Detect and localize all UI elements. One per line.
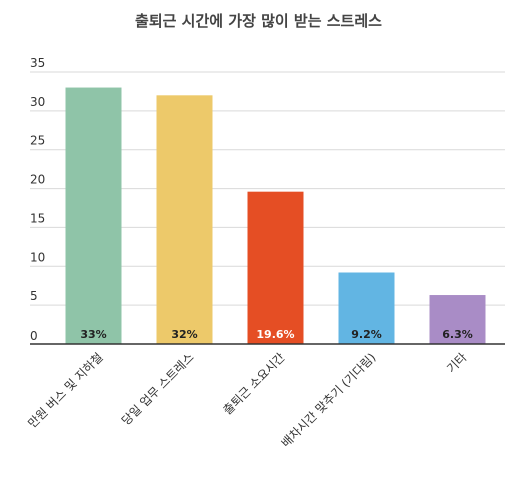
data-labels: 33% 32% 19.6% 9.2% 6.3% (80, 328, 472, 341)
bar-3 (247, 191, 304, 344)
chart-title: 출퇴근 시간에 가장 많이 받는 스트레스 (135, 12, 382, 30)
category-label-2: 당일 업무 스트레스 (119, 350, 197, 428)
category-label-4: 배차시간 맞추기 (기다림) (279, 350, 379, 450)
data-label-1: 33% (80, 328, 106, 341)
data-label-4: 9.2% (351, 328, 382, 341)
bar-1 (65, 87, 122, 345)
bars (65, 87, 486, 345)
y-axis-ticks: 0 5 10 15 20 25 30 35 (30, 56, 45, 343)
y-tick-label-30: 30 (30, 95, 45, 109)
data-label-3: 19.6% (256, 328, 294, 341)
bar-5 (429, 295, 486, 344)
bar-4 (338, 272, 395, 344)
y-tick-label-35: 35 (30, 56, 45, 70)
category-label-3: 출퇴근 소요시간 (220, 350, 287, 417)
category-label-5: 기타 (444, 350, 470, 376)
bar-2 (156, 95, 213, 344)
data-label-5: 6.3% (442, 328, 473, 341)
data-label-2: 32% (171, 328, 197, 341)
y-tick-label-15: 15 (30, 211, 45, 225)
category-label-1: 만원 버스 및 지하철 (25, 350, 105, 430)
y-tick-label-20: 20 (30, 173, 45, 187)
y-tick-label-25: 25 (30, 134, 45, 148)
y-tick-label-5: 5 (30, 289, 38, 303)
y-tick-label-0: 0 (30, 329, 38, 343)
y-tick-label-10: 10 (30, 250, 45, 264)
